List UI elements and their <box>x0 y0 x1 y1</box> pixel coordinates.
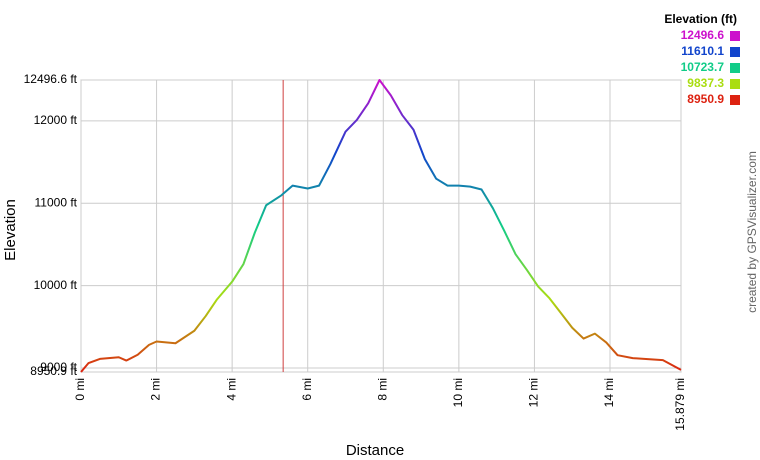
y-tick-label: 12000 ft <box>34 113 78 127</box>
credit: created by GPSVisualizer.com <box>745 151 759 313</box>
elevation-line <box>80 79 682 373</box>
x-axis-title: Distance <box>346 442 404 459</box>
x-tick-label: 15.879 mi <box>673 378 687 431</box>
x-tick-label: 12 mi <box>527 378 541 407</box>
legend-swatch <box>730 47 740 57</box>
plot-frame <box>80 79 682 373</box>
x-tick-label: 4 mi <box>224 378 238 401</box>
x-tick-label: 8 mi <box>375 378 389 401</box>
legend-value: 9837.3 <box>687 76 724 90</box>
y-tick-label: 8950.9 ft <box>30 364 77 378</box>
y-tick-label: 11000 ft <box>35 195 78 209</box>
x-tick-label: 6 mi <box>300 378 314 401</box>
legend-value: 11610.1 <box>681 44 724 58</box>
legend-swatch <box>730 79 740 89</box>
y-tick-label: 10000 ft <box>34 278 78 292</box>
x-tick-label: 10 mi <box>451 378 465 407</box>
legend-swatch <box>730 63 740 73</box>
legend-value: 8950.9 <box>687 92 724 106</box>
x-tick-label: 2 mi <box>149 378 163 401</box>
y-axis-title: Elevation <box>2 199 19 261</box>
x-tick-label: 14 mi <box>602 378 616 407</box>
x-tick-label: 0 mi <box>73 378 87 401</box>
legend-title: Elevation (ft) <box>664 12 737 26</box>
y-tick-label: 9000 ft <box>40 360 77 374</box>
y-tick-label: 12496.6 ft <box>24 72 78 86</box>
legend-swatch <box>730 31 740 41</box>
legend-value: 12496.6 <box>681 28 725 42</box>
legend-value: 10723.7 <box>681 60 725 74</box>
legend-swatch <box>730 95 740 105</box>
